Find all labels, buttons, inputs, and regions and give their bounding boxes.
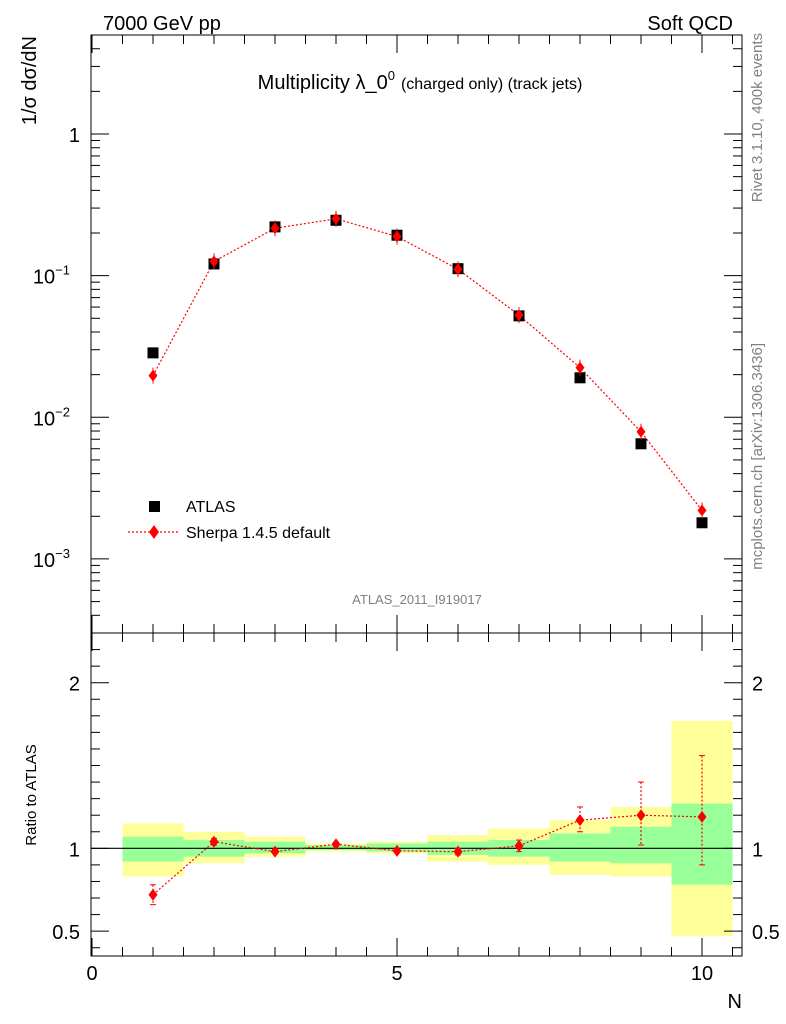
title-main: Multiplicity λ_0 (258, 72, 388, 94)
ratio-y-tick-label-left: 1 (69, 839, 80, 861)
sherpa-point (209, 255, 219, 268)
sherpa-point (453, 263, 463, 276)
ratio-sherpa-line (152, 814, 703, 896)
analysis-id: ATLAS_2011_I919017 (352, 592, 482, 607)
x-tick-label: 10 (691, 963, 713, 985)
atlas-point (696, 517, 708, 529)
sherpa-point (331, 212, 341, 225)
sherpa-point (636, 425, 646, 438)
sherpa-point (514, 309, 524, 322)
sherpa-line (152, 218, 703, 511)
mcplots-label: mcplots.cern.ch [arXiv:1306.3436] (749, 343, 766, 570)
ratio-sherpa-point (270, 845, 280, 858)
ratio-y-tick-label-left: 2 (69, 674, 80, 696)
y-tick-label: 10−2 (33, 404, 70, 430)
y-tick-label: 10−3 (33, 546, 70, 572)
y-tick-label: 10−1 (33, 263, 70, 289)
ratio-sherpa-point (575, 814, 585, 827)
ratio-panel-axes: 0.5 0.5 1 1 2 2 0 5 10 (52, 632, 780, 985)
ratio-y-axis-label: Ratio to ATLAS (23, 744, 40, 845)
ratio-inner-band (122, 836, 184, 862)
ratio-sherpa-point (392, 844, 402, 857)
title-suffix: (charged only) (track jets) (401, 76, 582, 93)
ratio-sherpa-point (209, 835, 219, 848)
legend-sherpa-marker (149, 525, 159, 539)
ratio-y-tick-label-left: 0.5 (52, 922, 80, 944)
ratio-sherpa-point (148, 888, 158, 901)
atlas-point (635, 438, 647, 450)
sherpa-point (575, 361, 585, 374)
ratio-sherpa-point (636, 809, 646, 822)
y-tick-label: 1 (69, 125, 80, 147)
ratio-sherpa-point (453, 845, 463, 858)
legend: ATLAS Sherpa 1.4.5 default (128, 499, 331, 542)
main-y-axis-label: 1/σ dσ/dN (19, 36, 41, 125)
ratio-y-tick-label-right: 0.5 (752, 922, 780, 944)
ratio-panel-content (91, 720, 742, 937)
ratio-y-tick-label-right: 1 (752, 839, 763, 861)
main-panel-content (147, 210, 708, 529)
sherpa-point (270, 222, 280, 235)
plot-title: Multiplicity λ_00 (charged only) (track j… (258, 68, 583, 94)
title-sup: 0 (388, 68, 395, 83)
main-panel-axes: 1 10−1 10−2 10−3 (33, 34, 743, 634)
ratio-sherpa-point (697, 810, 707, 823)
ratio-y-tick-label-right: 2 (752, 674, 763, 696)
rivet-label: Rivet 3.1.10, 400k events (749, 33, 766, 202)
x-tick-label: 0 (86, 963, 97, 985)
atlas-point (574, 372, 586, 384)
atlas-point (147, 347, 159, 359)
main-frame (90, 34, 743, 634)
sherpa-point (392, 230, 402, 243)
x-tick-label: 5 (391, 963, 402, 985)
ratio-sherpa-point (514, 839, 524, 852)
header-right: Soft QCD (647, 13, 733, 35)
x-axis-label: N (728, 991, 742, 1013)
sherpa-point (697, 504, 707, 517)
sherpa-point (148, 369, 158, 382)
header-left: 7000 GeV pp (103, 13, 221, 35)
legend-atlas-marker (149, 501, 160, 512)
ratio-sherpa-point (331, 838, 341, 851)
ratio-inner-band (549, 833, 611, 862)
legend-sherpa-label: Sherpa 1.4.5 default (186, 525, 331, 542)
ratio-frame (90, 632, 743, 957)
legend-atlas-label: ATLAS (186, 499, 236, 516)
